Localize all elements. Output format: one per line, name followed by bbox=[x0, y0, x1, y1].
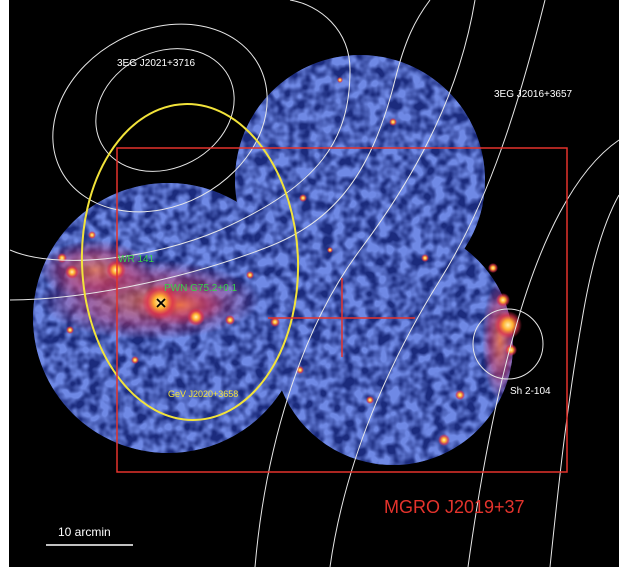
contour-6 bbox=[329, 0, 546, 567]
scale-label: 10 arcmin bbox=[58, 525, 111, 539]
contour-4 bbox=[9, 0, 431, 301]
pwn-label: PWN G75.2+0.1 bbox=[164, 283, 238, 294]
egret-north-label: 3EG J2021+3716 bbox=[117, 58, 196, 69]
contour-middle bbox=[52, 23, 268, 213]
contour-inner bbox=[95, 48, 235, 172]
contour-7 bbox=[467, 139, 620, 567]
contour-8 bbox=[549, 194, 620, 567]
sh-label: Sh 2-104 bbox=[510, 386, 551, 397]
egret-contours bbox=[9, 0, 620, 567]
contour-5 bbox=[254, 0, 476, 567]
x-mark-icon bbox=[156, 298, 166, 308]
mgro-centroid-cross bbox=[268, 278, 415, 357]
sh2-104-circle bbox=[472, 308, 544, 380]
contour-outer bbox=[9, 0, 351, 261]
xray-point-sources bbox=[57, 77, 522, 446]
gev-error-ellipse bbox=[80, 103, 300, 421]
mgro-label: MGRO J2019+37 bbox=[384, 497, 525, 517]
mgro-extent-box bbox=[116, 147, 568, 473]
egret-east-label: 3EG J2016+3657 bbox=[494, 89, 573, 100]
wr-label: WR 141 bbox=[118, 254, 155, 265]
gev-label: GeV J2020+3658 bbox=[168, 389, 239, 399]
